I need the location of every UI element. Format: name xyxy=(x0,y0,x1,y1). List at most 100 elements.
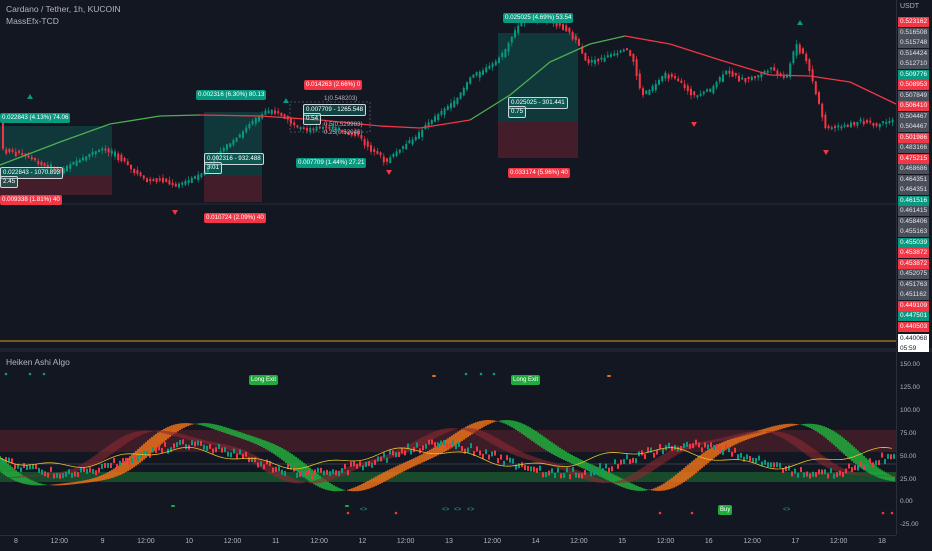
time-label: 12:00 xyxy=(829,538,848,545)
candle-body xyxy=(366,141,369,147)
candle-body xyxy=(776,70,779,76)
pane-divider[interactable] xyxy=(0,348,932,352)
ha-candle xyxy=(71,472,73,478)
candle-body xyxy=(750,76,753,81)
ha-candle xyxy=(554,472,556,478)
ha-candle xyxy=(242,453,244,459)
ha-candle xyxy=(539,465,541,471)
candle-body xyxy=(846,124,849,127)
ha-candle xyxy=(404,450,406,456)
time-label: 15 xyxy=(618,538,627,545)
signal-dot xyxy=(479,372,483,376)
candle-body xyxy=(472,74,475,78)
candle-body xyxy=(318,126,321,129)
candle-body xyxy=(485,67,488,73)
price-tag: 0.512710 xyxy=(898,59,929,69)
candle-body xyxy=(878,123,881,128)
symbol-title[interactable]: Cardano / Tether, 1h, KUCOIN xyxy=(6,4,121,14)
ha-candle xyxy=(725,444,727,450)
ha-candle xyxy=(128,460,130,466)
ha-candle xyxy=(281,469,283,475)
lower-indicator-name[interactable]: Heiken Ashi Algo xyxy=(6,357,70,367)
ha-candle xyxy=(41,469,43,475)
candle-body xyxy=(248,124,251,129)
ha-candle xyxy=(668,442,670,448)
candlestick-chart[interactable] xyxy=(0,0,896,348)
candle-body xyxy=(126,161,129,166)
trade-label: 2.45 xyxy=(0,176,19,188)
candle-body xyxy=(91,151,94,155)
candle-body xyxy=(859,119,862,122)
candle-body xyxy=(338,127,340,130)
candle-body xyxy=(30,156,33,160)
ha-candle xyxy=(743,456,745,462)
price-tag: 0.452075 xyxy=(898,269,929,279)
ha-candle xyxy=(104,462,106,468)
moving-average-line xyxy=(624,35,671,45)
ha-candle xyxy=(566,467,568,473)
ha-candle xyxy=(341,468,343,474)
ha-candle xyxy=(476,446,478,452)
ha-candle xyxy=(269,460,271,466)
indicator-name[interactable]: MassEfx-TCD xyxy=(6,16,59,26)
candle-body xyxy=(254,117,257,124)
candle-body xyxy=(558,22,561,26)
candle-body xyxy=(434,116,436,122)
indicator-scale[interactable] xyxy=(896,352,932,535)
candle-body xyxy=(222,147,225,152)
candle-body xyxy=(21,152,24,155)
sell-triangle-icon xyxy=(172,210,178,215)
indicator-scale-label: 50.00 xyxy=(900,452,917,460)
ha-candle xyxy=(515,464,517,470)
ha-candle xyxy=(434,442,436,448)
ha-candle xyxy=(560,473,562,479)
time-label: 11 xyxy=(272,538,280,545)
ha-candle xyxy=(11,458,13,464)
candle-body xyxy=(405,144,408,150)
time-axis[interactable] xyxy=(0,535,896,551)
ha-candle xyxy=(389,449,391,455)
indicator-scale-label: 25.00 xyxy=(900,475,917,483)
ha-candle xyxy=(866,463,868,469)
candle-body xyxy=(123,157,126,162)
ha-candle xyxy=(842,472,844,478)
ha-candle xyxy=(542,472,544,478)
ha-candle xyxy=(815,472,817,478)
ha-candle xyxy=(323,470,325,476)
ha-candle xyxy=(329,471,331,477)
ha-candle xyxy=(86,468,88,474)
moving-average-line xyxy=(0,141,61,166)
ha-candle xyxy=(545,472,547,478)
ha-candle xyxy=(137,455,139,461)
candle-body xyxy=(581,46,584,54)
candle-body xyxy=(370,145,372,152)
indicator-chart[interactable] xyxy=(0,352,896,535)
ha-candle xyxy=(194,441,196,447)
ha-candle xyxy=(461,446,463,452)
candle-body xyxy=(162,177,164,183)
candle-body xyxy=(414,136,417,141)
candle-body xyxy=(635,59,638,77)
indicator-scale-label: 100.00 xyxy=(900,406,920,414)
candle-body xyxy=(734,72,737,76)
short-signal xyxy=(607,375,611,377)
candle-body xyxy=(277,111,280,114)
ha-candle xyxy=(548,470,550,476)
sell-triangle-icon xyxy=(386,170,392,175)
price-tag: 0.506410 xyxy=(898,101,929,111)
candle-body xyxy=(34,158,36,161)
ha-candle xyxy=(446,442,448,448)
candle-body xyxy=(379,152,382,156)
indicator-pane[interactable] xyxy=(0,352,896,535)
candle-body xyxy=(453,100,456,108)
ha-candle xyxy=(38,467,40,473)
ha-candle xyxy=(407,443,409,449)
candle-body xyxy=(840,126,843,129)
candle-body xyxy=(891,119,894,123)
ha-candle xyxy=(731,451,733,457)
candle-body xyxy=(235,137,238,142)
price-chart-pane[interactable] xyxy=(0,0,896,348)
candle-body xyxy=(744,77,747,83)
ha-candle xyxy=(782,468,784,474)
ha-candle xyxy=(584,470,586,476)
